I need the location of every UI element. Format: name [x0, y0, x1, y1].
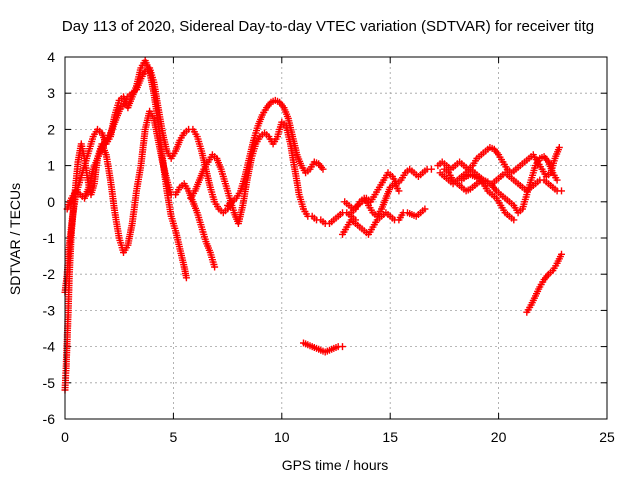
data-point	[339, 343, 346, 351]
data-point	[211, 263, 219, 271]
y-tick-label: 3	[47, 85, 55, 101]
data-point	[427, 165, 435, 173]
x-tick-label: 25	[599, 429, 615, 445]
data-points	[61, 57, 565, 394]
data-point	[558, 187, 565, 195]
x-tick-label: 20	[491, 429, 507, 445]
series-track-12	[458, 171, 518, 224]
series-track-8	[347, 180, 403, 220]
y-tick-label: -6	[43, 411, 56, 427]
y-tick-label: -1	[43, 230, 56, 246]
y-tick-label: -5	[43, 375, 56, 391]
y-axis-label: SDTVAR / TECUs	[7, 183, 23, 295]
series-track-4	[187, 118, 359, 227]
y-tick-label: 0	[47, 194, 55, 210]
y-tick-label: -4	[43, 339, 56, 355]
y-tick-label: -3	[43, 302, 56, 318]
x-tick-label: 15	[382, 429, 398, 445]
chart-title: Day 113 of 2020, Sidereal Day-to-day VTE…	[62, 18, 594, 35]
data-point	[555, 144, 563, 151]
series-track-11	[440, 153, 561, 217]
x-axis-label: GPS time / hours	[282, 457, 389, 473]
data-point	[510, 216, 518, 224]
series-track-6	[339, 205, 429, 238]
series-track-5	[224, 96, 327, 209]
x-tick-label: 5	[170, 429, 178, 445]
series-track-2	[61, 107, 219, 394]
series-track-14	[523, 250, 565, 316]
data-point	[558, 250, 565, 258]
x-tick-label: 10	[274, 429, 290, 445]
series-track-13	[300, 339, 346, 356]
y-tick-label: 4	[47, 49, 55, 65]
plot-frame	[64, 56, 608, 420]
y-tick-label: 1	[47, 158, 55, 174]
x-tick-label: 0	[61, 429, 69, 445]
data-point	[319, 165, 327, 173]
data-point	[553, 176, 561, 184]
data-point	[421, 205, 429, 213]
data-point	[182, 274, 190, 282]
y-tick-label: 2	[47, 121, 55, 137]
axis-ticks: 0 5 10 15 20 25 -6 -5 -4 -3 -2 -1 0 1 2 3 4	[43, 49, 615, 445]
y-tick-label: -2	[43, 266, 56, 282]
series-track-3	[63, 64, 236, 217]
data-point	[395, 187, 403, 195]
